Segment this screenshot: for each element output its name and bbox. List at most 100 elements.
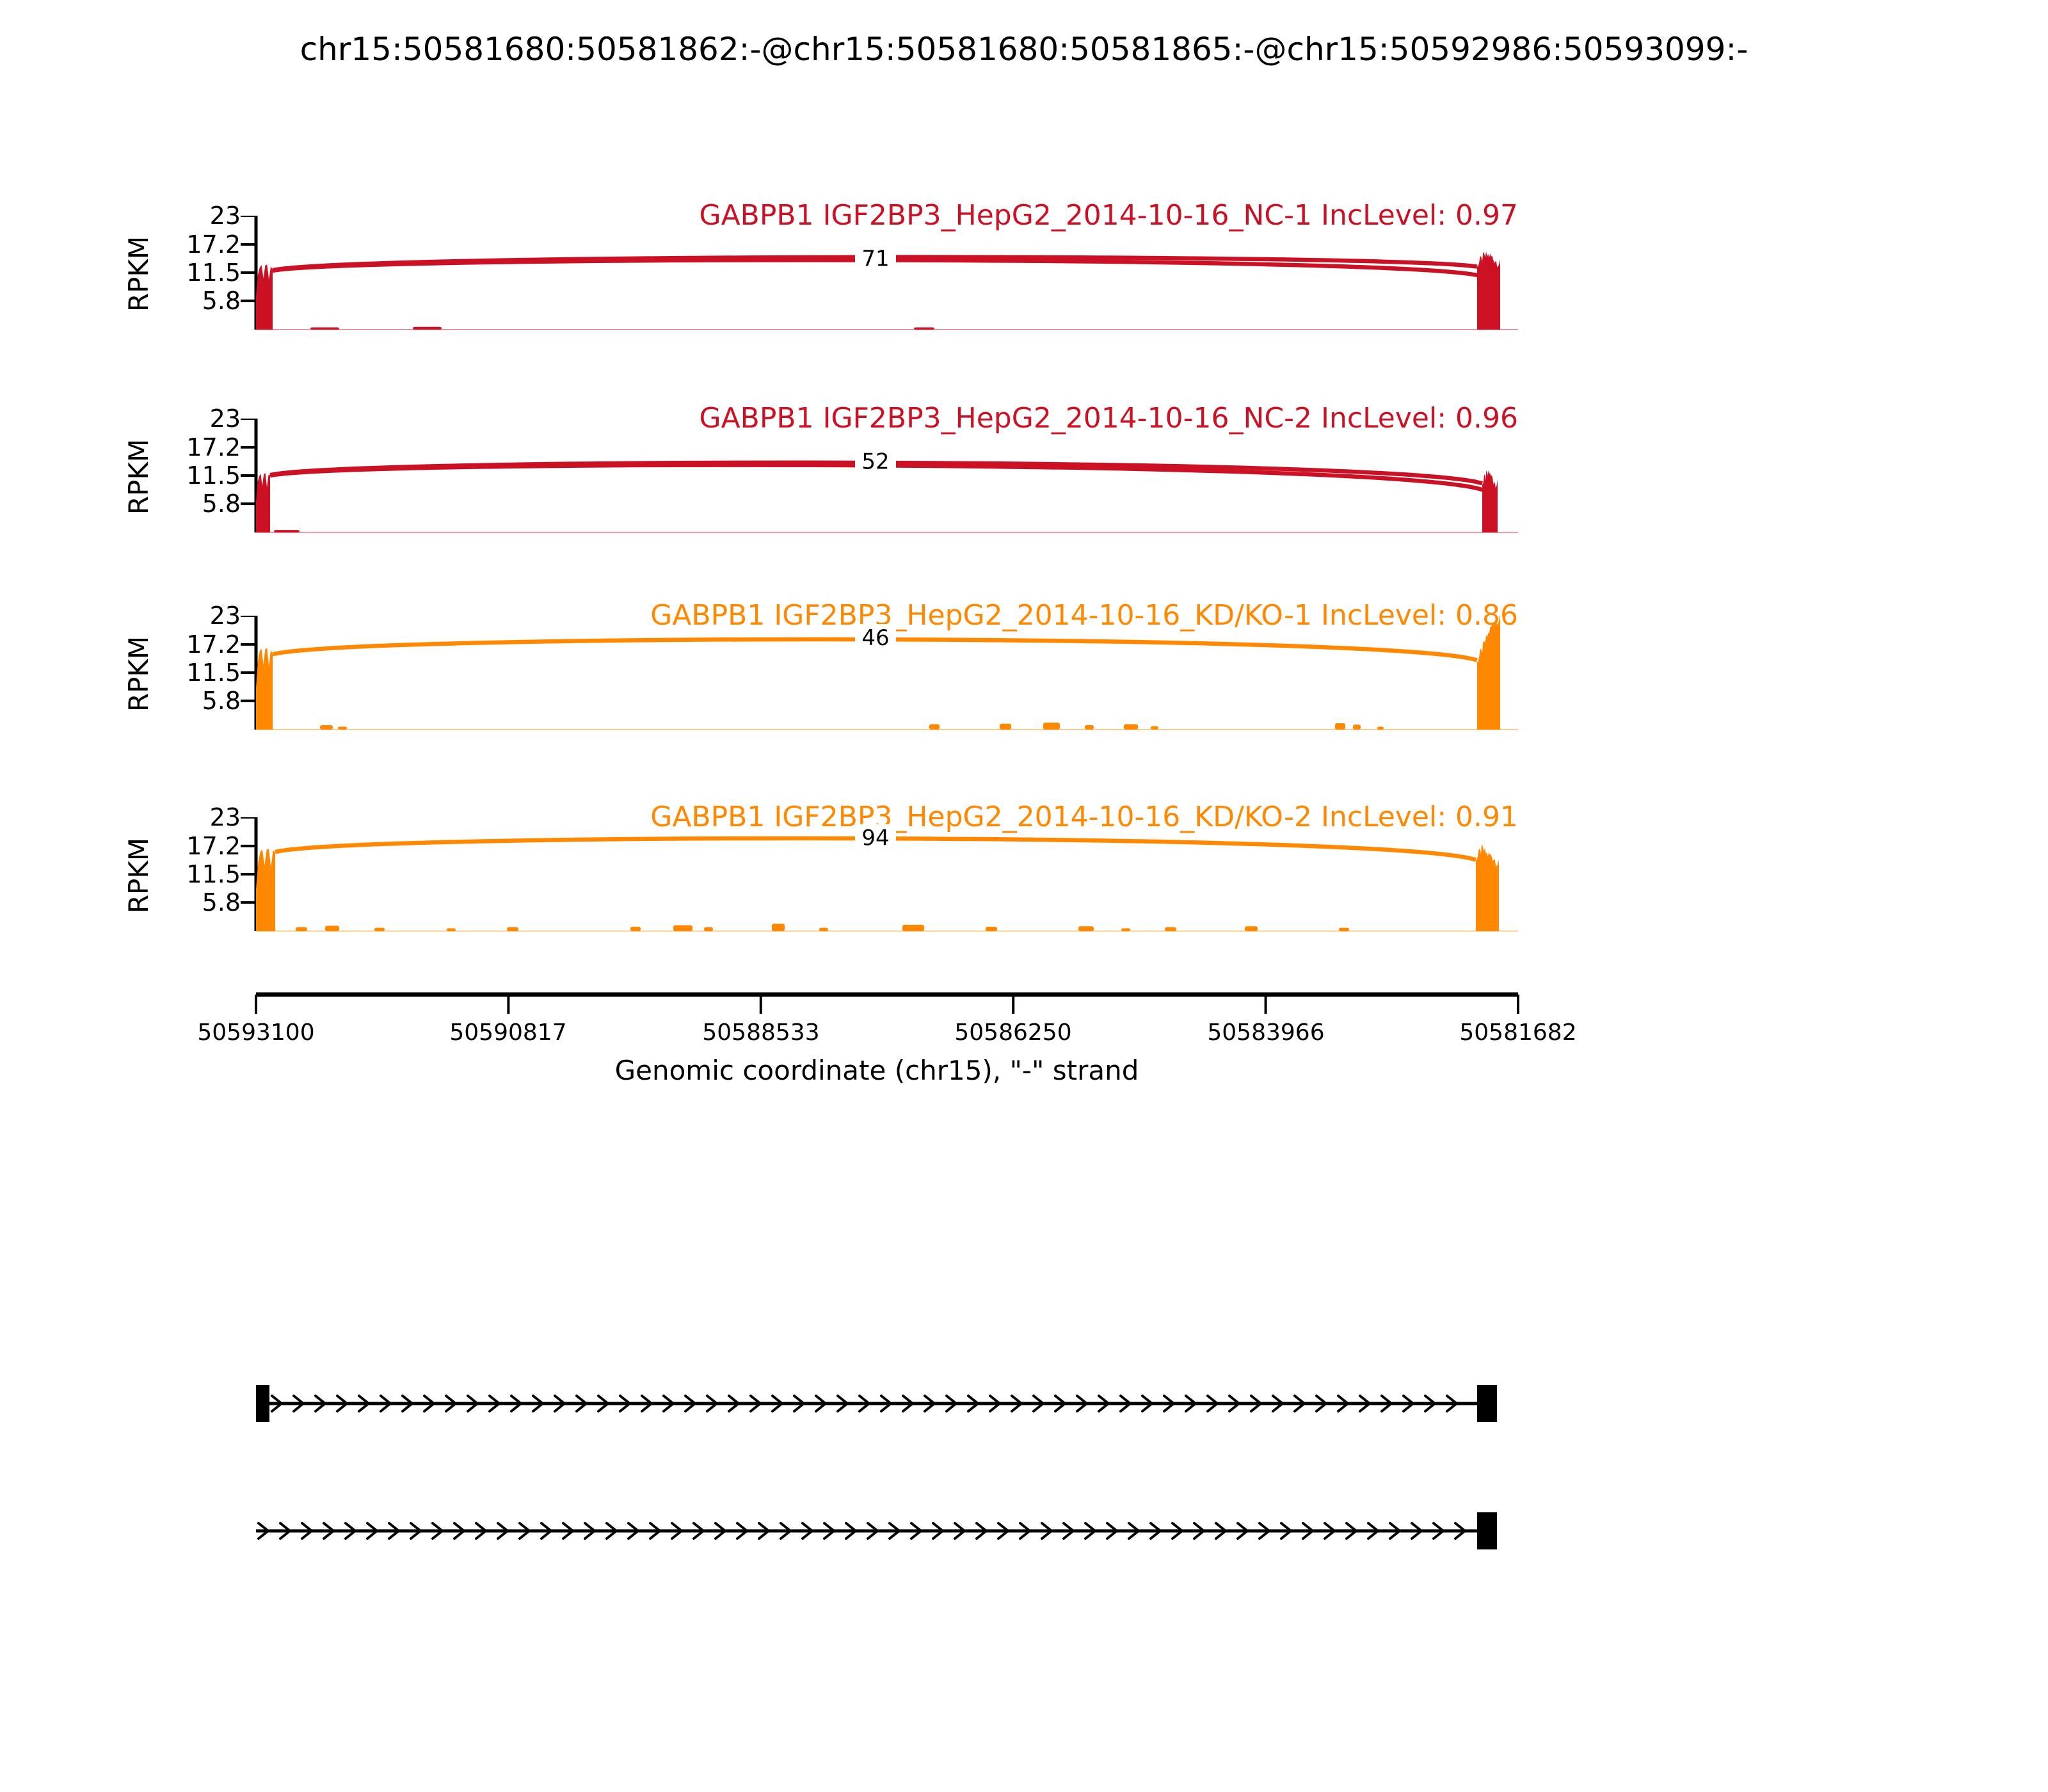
coverage-bump	[986, 927, 997, 931]
coverage-bump	[310, 327, 339, 330]
intron-arrow	[815, 1395, 827, 1412]
intron-arrow	[401, 1395, 413, 1412]
track-title: GABPB1 IGF2BP3_HepG2_2014-10-16_KD/KO-1 …	[650, 599, 1518, 632]
junction-label-gap	[855, 244, 896, 272]
y-tick-label: 23	[209, 602, 241, 630]
intron-arrow	[1302, 1522, 1314, 1540]
coverage-bump	[1353, 724, 1361, 730]
intron-arrow	[1228, 1395, 1240, 1412]
intron-arrow	[279, 1522, 291, 1540]
intron-arrow	[488, 1395, 500, 1412]
intron-arrow	[1171, 1522, 1183, 1540]
intron-arrow	[1084, 1522, 1096, 1540]
intron-arrow	[671, 1522, 683, 1540]
intron-arrow	[902, 1395, 914, 1412]
intron-arrow	[453, 1522, 465, 1540]
sashimi-track-nc2: GABPB1 IGF2BP3_HepG2_2014-10-16_NC-2 Inc…	[0, 402, 2048, 533]
intron-arrow	[1149, 1522, 1162, 1540]
y-tick-label: 5.8	[202, 888, 241, 916]
intron-arrow	[888, 1522, 900, 1540]
exon-box	[1477, 1385, 1497, 1422]
intron-arrow	[1446, 1395, 1458, 1412]
intron-arrow	[1041, 1522, 1053, 1540]
intron-arrow	[1076, 1395, 1088, 1412]
coverage-bump	[704, 927, 713, 931]
intron-arrow	[1454, 1522, 1466, 1540]
intron-arrow	[989, 1395, 1001, 1412]
intron-arrow	[388, 1522, 400, 1540]
intron-arrow	[1236, 1522, 1249, 1540]
intron-arrow	[575, 1395, 588, 1412]
intron-arrow	[641, 1395, 653, 1412]
x-tick-label: 50588533	[702, 1020, 820, 1046]
coverage-bump	[929, 724, 940, 730]
intron-arrow	[431, 1522, 444, 1540]
x-tick-label: 50581682	[1459, 1020, 1577, 1046]
coverage-bump	[630, 927, 641, 931]
intron-arrow	[1106, 1522, 1118, 1540]
intron-arrow	[728, 1395, 740, 1412]
intron-arrow	[1380, 1395, 1393, 1412]
sashimi-track-nc1: GABPB1 IGF2BP3_HepG2_2014-10-16_NC-1 Inc…	[0, 199, 2048, 330]
intron-arrow	[1258, 1522, 1270, 1540]
junction-count-label: 71	[861, 246, 889, 272]
intron-arrow	[445, 1395, 457, 1412]
intron-arrow	[380, 1395, 392, 1412]
y-tick-label: 17.2	[186, 433, 241, 461]
coverage-bump	[507, 927, 518, 931]
sashimi-track-kdko1: GABPB1 IGF2BP3_HepG2_2014-10-16_KD/KO-1 …	[0, 599, 2048, 730]
coverage-right-exon	[1476, 844, 1499, 931]
coverage-bump	[1000, 723, 1011, 730]
transcript-structure-canvas	[256, 1385, 1497, 1549]
junction-count-label: 94	[861, 826, 889, 851]
intron-arrow	[836, 1395, 849, 1412]
intron-arrow	[845, 1522, 857, 1540]
y-tick-label: 17.2	[186, 630, 241, 659]
intron-arrow	[1215, 1522, 1227, 1540]
coverage-bump	[325, 925, 339, 931]
intron-arrow	[706, 1395, 718, 1412]
intron-arrow	[1163, 1395, 1175, 1412]
exon-box	[1477, 1512, 1497, 1549]
intron-arrow	[692, 1522, 705, 1540]
intron-arrow	[1411, 1522, 1423, 1540]
intron-arrow	[954, 1522, 966, 1540]
coverage-left-exon	[256, 648, 273, 730]
coverage-bump	[320, 725, 333, 730]
intron-arrow	[366, 1522, 378, 1540]
intron-arrow	[562, 1522, 574, 1540]
coverage-bump	[413, 326, 442, 330]
intron-arrow	[1280, 1522, 1292, 1540]
intron-arrow	[1032, 1395, 1044, 1412]
intron-arrow	[1359, 1395, 1371, 1412]
coverage-bump	[1165, 927, 1176, 931]
track-plot-canvas: 46	[241, 616, 1518, 730]
y-tick-label: 11.5	[186, 259, 241, 287]
coverage-bump	[1043, 723, 1060, 730]
x-axis-canvas	[255, 992, 1519, 1014]
junction-label-gap	[855, 447, 896, 475]
intron-arrow	[793, 1395, 805, 1412]
intron-arrow	[997, 1522, 1009, 1540]
coverage-bump	[1339, 927, 1349, 931]
coverage-bump	[902, 924, 924, 931]
intron-arrow	[1293, 1395, 1306, 1412]
coverage-bump	[819, 927, 828, 931]
junction-label-gap	[855, 624, 896, 652]
intron-arrow	[1250, 1395, 1262, 1412]
x-tick-label: 50593100	[197, 1020, 315, 1046]
intron-arrow	[1119, 1395, 1132, 1412]
intron-arrow	[423, 1395, 435, 1412]
y-tick-label: 11.5	[186, 860, 241, 888]
intron-arrow	[1098, 1395, 1110, 1412]
intron-arrow	[1019, 1522, 1031, 1540]
intron-arrow	[532, 1395, 544, 1412]
coverage-bump	[296, 927, 307, 931]
x-tick-label: 50590817	[449, 1020, 567, 1046]
junction-label-gap	[855, 824, 896, 851]
y-tick-label: 17.2	[186, 230, 241, 259]
track-plot-canvas: 94	[241, 817, 1518, 932]
coverage-bump	[274, 530, 300, 532]
intron-arrow	[627, 1522, 639, 1540]
